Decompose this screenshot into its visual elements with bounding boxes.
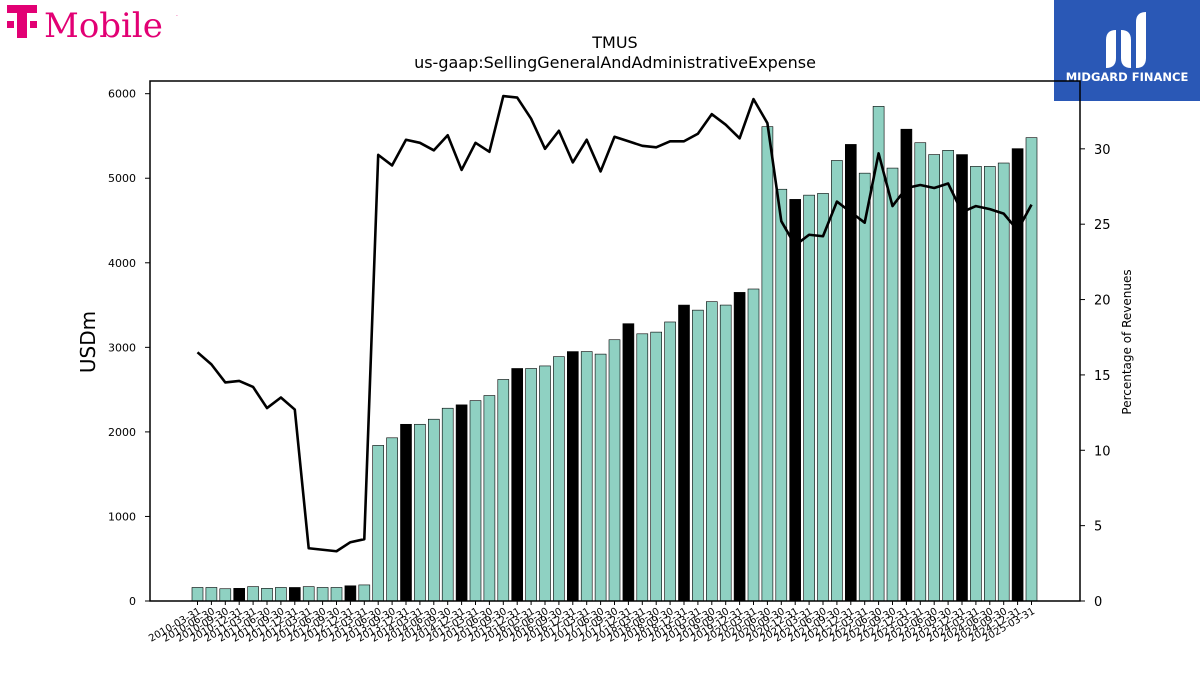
bar-2021-03-31 — [803, 194, 815, 602]
bar-2020-06-30 — [761, 126, 774, 602]
y-tick-label: 2000 — [108, 426, 136, 439]
bar-2021-06-30 — [817, 193, 829, 602]
bar-2011-12-31 — [288, 587, 301, 602]
bar-2013-12-31 — [400, 423, 412, 602]
bar-2023-12-31 — [956, 154, 968, 602]
percentage-of-revenues-line — [196, 94, 1033, 553]
bar-2018-09-30 — [664, 321, 676, 602]
bar-2012-09-30 — [330, 587, 343, 602]
bar-2012-03-31 — [302, 586, 315, 602]
bar-2016-06-30 — [539, 365, 551, 602]
bar-2024-12-31 — [1011, 148, 1024, 602]
y2-tick-label: 25 — [1094, 218, 1111, 233]
bar-2022-03-31 — [858, 172, 871, 602]
bar-2022-06-30 — [872, 106, 885, 602]
bar-2015-06-30 — [483, 395, 496, 602]
bars — [191, 106, 1038, 602]
bar-2010-06-30 — [205, 587, 218, 602]
bar-2014-06-30 — [427, 418, 440, 602]
bar-2018-06-30 — [650, 331, 663, 602]
bar-2024-03-31 — [970, 166, 982, 602]
bar-2014-12-31 — [455, 404, 468, 602]
x-ticks: 2010-03-312010-06-302010-09-302010-12-31… — [147, 601, 1037, 645]
bar-2012-12-31 — [344, 585, 357, 602]
bar-2021-09-30 — [831, 160, 843, 602]
bar-2013-09-30 — [386, 437, 398, 602]
bar-2015-12-31 — [511, 368, 524, 602]
bar-2013-03-31 — [358, 584, 371, 602]
bar-2019-09-30 — [719, 304, 732, 602]
y-tick-label: 5000 — [108, 172, 136, 185]
chart-subtitle: us-gaap:SellingGeneralAndAdministrativeE… — [414, 53, 816, 72]
y2-ticks: 0 5 10 15 20 25 30 — [1080, 143, 1111, 610]
bar-2016-12-31 — [566, 351, 579, 602]
y2-tick-label: 30 — [1094, 143, 1111, 158]
y2-tick-label: 20 — [1094, 294, 1111, 309]
y2-tick-label: 0 — [1094, 595, 1102, 610]
bar-2016-03-31 — [525, 368, 537, 602]
bar-2018-12-31 — [678, 304, 690, 602]
bar-2014-03-31 — [414, 423, 426, 602]
bar-2011-03-31 — [247, 586, 259, 602]
bar-2018-03-31 — [636, 333, 649, 602]
bar-2017-09-30 — [608, 339, 621, 602]
bar-2023-06-30 — [928, 154, 941, 602]
bar-2010-03-31 — [191, 587, 204, 602]
y-ticks: 0 1000 2000 3000 4000 5000 6000 — [108, 88, 150, 608]
bar-2015-09-30 — [497, 379, 510, 602]
plot-frame — [149, 80, 1081, 602]
bar-2012-06-30 — [316, 587, 329, 602]
bar-2011-09-30 — [275, 587, 287, 602]
line-layer — [196, 94, 1033, 553]
y2-axis-label: Percentage of Revenues — [1120, 269, 1134, 414]
bar-2010-09-30 — [219, 588, 232, 602]
bar-2019-03-31 — [692, 309, 704, 602]
y2-tick-label: 15 — [1094, 369, 1111, 384]
bar-2020-12-31 — [789, 199, 802, 602]
y-axis-label: USDm — [76, 311, 100, 373]
bar-2020-03-31 — [747, 288, 760, 602]
bar-2017-03-31 — [580, 351, 593, 602]
chart-title: TMUS — [591, 33, 637, 52]
bar-2015-03-31 — [469, 400, 482, 602]
partner-name: MIDGARD FINANCE — [1066, 70, 1189, 84]
bar-2013-06-30 — [372, 445, 385, 602]
y2-tick-label: 10 — [1094, 444, 1111, 459]
bar-2017-06-30 — [594, 353, 607, 602]
svg-text:·: · — [176, 13, 178, 20]
bar-2020-09-30 — [775, 188, 788, 602]
y2-tick-label: 5 — [1094, 520, 1102, 535]
y-tick-label: 6000 — [108, 88, 136, 101]
t-mobile-logo: Mobile · — [4, 0, 194, 46]
y-tick-label: 1000 — [108, 510, 136, 523]
svg-text:Mobile: Mobile — [44, 6, 163, 44]
y-tick-label: 3000 — [108, 341, 136, 354]
bar-2022-12-31 — [900, 128, 913, 602]
bar-2014-09-30 — [441, 407, 454, 602]
bar-2011-06-30 — [261, 588, 273, 602]
bar-2010-12-31 — [233, 588, 245, 602]
bar-2019-06-30 — [705, 301, 718, 602]
midgard-finance-logo: MIDGARD FINANCE — [1054, 0, 1200, 101]
bar-2023-03-31 — [914, 142, 927, 602]
bar-2016-09-30 — [553, 356, 565, 602]
bar-2024-06-30 — [983, 166, 996, 602]
bar-2024-09-30 — [997, 162, 1010, 602]
bar-2022-09-30 — [886, 167, 899, 602]
y-tick-label: 0 — [129, 595, 136, 608]
y-tick-label: 4000 — [108, 257, 136, 270]
bar-2017-12-31 — [622, 323, 635, 602]
bar-2023-09-30 — [942, 150, 954, 602]
bar-2019-12-31 — [733, 292, 746, 602]
